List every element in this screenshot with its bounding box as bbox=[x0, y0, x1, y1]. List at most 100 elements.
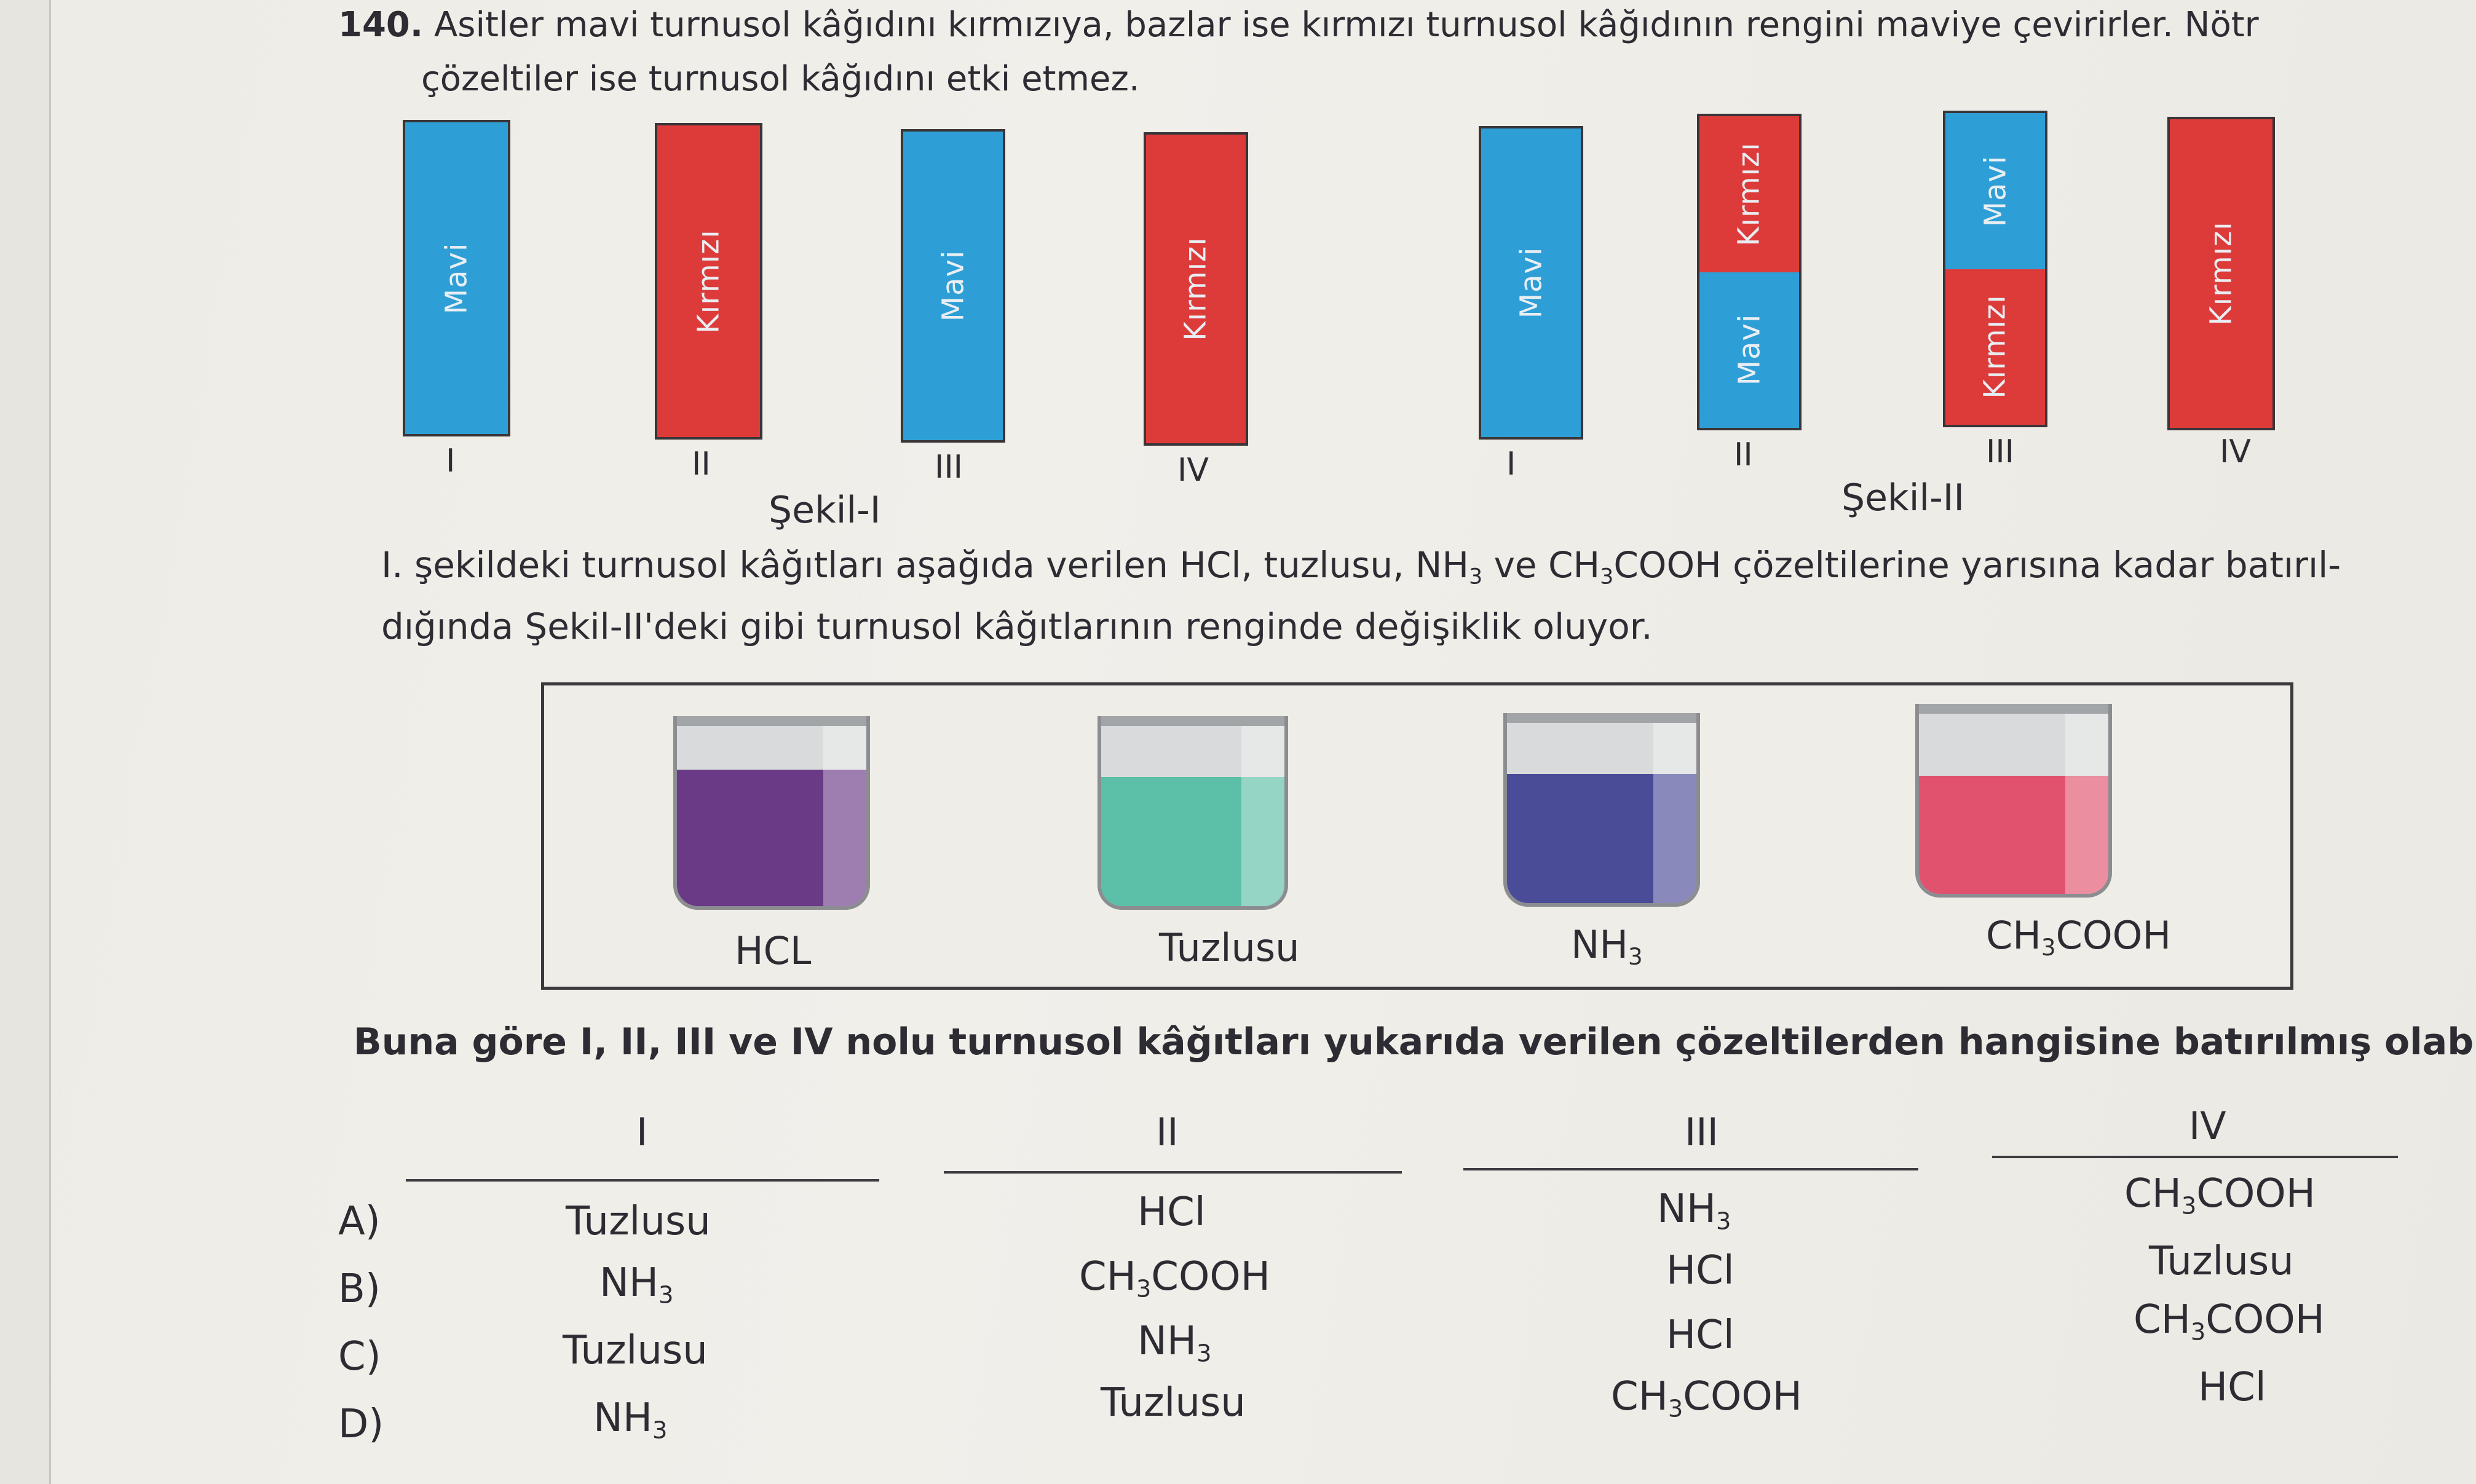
option-d-col1: NH3 bbox=[593, 1395, 667, 1442]
beaker-label: NH3 bbox=[1571, 922, 1643, 971]
fig1-roman-2: II bbox=[692, 446, 711, 483]
fig2-strip-1: Mavi bbox=[1479, 126, 1583, 440]
answer-text: HCl bbox=[1137, 1190, 1206, 1235]
beakers-figure: HCL Tuzlusu NH3 CH3COOH bbox=[541, 682, 2293, 990]
label-text: COOH bbox=[2055, 913, 2172, 958]
subscript: 3 bbox=[1136, 1275, 1152, 1303]
option-d-letter[interactable]: D) bbox=[338, 1402, 384, 1447]
option-c-col3: HCl bbox=[1666, 1312, 1734, 1358]
page-margin-line bbox=[49, 0, 51, 1484]
fig1-strip-1: Mavi bbox=[403, 120, 510, 436]
explanation-line-2: dığında Şekil-II'deki gibi turnusol kâğı… bbox=[381, 606, 1653, 647]
strip-color-label: Kırmızı bbox=[691, 229, 726, 334]
beaker-label: Tuzlusu bbox=[1159, 925, 1299, 970]
question-text-1: Asitler mavi turnusol kâğıdını kırmızıya… bbox=[433, 5, 2259, 45]
strip-color-label: Mavi bbox=[1731, 314, 1766, 386]
option-a-letter[interactable]: A) bbox=[338, 1199, 381, 1244]
beaker-label: HCL bbox=[735, 928, 811, 973]
option-a-col2: HCl bbox=[1137, 1190, 1206, 1235]
option-c-col1: Tuzlusu bbox=[563, 1328, 708, 1373]
fig2-roman-1: I bbox=[1506, 446, 1516, 483]
answer-text: HCl bbox=[2198, 1365, 2266, 1410]
beaker-ch3cooh bbox=[1915, 704, 2112, 898]
option-a-col1: Tuzlusu bbox=[566, 1199, 711, 1244]
beaker-tuzlusu bbox=[1098, 716, 1288, 910]
textbook-page: 140. Asitler mavi turnusol kâğıdını kırm… bbox=[49, 0, 2476, 1484]
label-text: CH bbox=[1986, 913, 2041, 958]
beaker-shine bbox=[1241, 716, 1284, 906]
answer-text: COOH bbox=[1151, 1254, 1270, 1300]
answer-text: NH bbox=[1657, 1186, 1716, 1232]
fig2-roman-2: II bbox=[1734, 436, 1753, 473]
option-d-col2: Tuzlusu bbox=[1101, 1380, 1246, 1426]
subscript: 3 bbox=[1196, 1340, 1212, 1368]
option-a-col4: CH3COOH bbox=[2124, 1171, 2316, 1218]
label-text: HCL bbox=[735, 928, 812, 973]
column-rule bbox=[406, 1179, 879, 1182]
option-b-col3: HCl bbox=[1666, 1248, 1734, 1293]
label-text: NH bbox=[1571, 922, 1628, 967]
strip-segment: Kırmızı bbox=[1146, 135, 1246, 443]
answer-text: CH bbox=[2124, 1171, 2181, 1217]
answer-text: COOH bbox=[2196, 1171, 2316, 1217]
option-b-letter[interactable]: B) bbox=[338, 1266, 381, 1312]
answer-text: HCl bbox=[1666, 1312, 1734, 1358]
strip-segment: Kırmızı bbox=[1699, 116, 1799, 272]
fig2-roman-4: IV bbox=[2220, 433, 2251, 470]
column-rule bbox=[944, 1171, 1402, 1174]
beaker-rim bbox=[677, 716, 866, 726]
strip-segment: Mavi bbox=[1945, 113, 2045, 269]
question-line-2: çözeltiler ise turnusol kâğıdını etki et… bbox=[421, 59, 1140, 99]
column-header-4: IV bbox=[2189, 1103, 2226, 1148]
strip-segment: Kırmızı bbox=[657, 125, 760, 437]
explanation-text: ve CH bbox=[1482, 544, 1600, 586]
figure-2-title: Şekil-II bbox=[1841, 476, 1965, 519]
strip-color-label: Kırmızı bbox=[1179, 237, 1214, 341]
option-b-col4: Tuzlusu bbox=[2149, 1239, 2294, 1284]
option-b-col1: NH3 bbox=[599, 1260, 673, 1307]
fig1-roman-4: IV bbox=[1177, 452, 1209, 489]
strip-segment: Mavi bbox=[1481, 128, 1581, 437]
beaker-liquid bbox=[677, 769, 866, 906]
strip-color-label: Mavi bbox=[439, 242, 474, 314]
option-c-col2: NH3 bbox=[1137, 1319, 1211, 1365]
fig2-strip-3: Mavi Kırmızı bbox=[1943, 111, 2047, 427]
answer-text: Tuzlusu bbox=[563, 1328, 708, 1373]
strip-segment: Mavi bbox=[405, 122, 508, 434]
fig1-strip-2: Kırmızı bbox=[655, 123, 762, 440]
fig1-strip-4: Kırmızı bbox=[1144, 132, 1248, 446]
strip-color-label: Mavi bbox=[935, 250, 970, 322]
question-number: 140. bbox=[338, 5, 424, 45]
subscript: 3 bbox=[2041, 934, 2056, 961]
beaker-rim bbox=[1919, 704, 2108, 714]
column-header-2: II bbox=[1156, 1110, 1179, 1154]
strip-color-label: Kırmızı bbox=[2204, 221, 2239, 326]
explanation-text: I. şekildeki turnusol kâğıtları aşağıda … bbox=[381, 544, 1469, 586]
column-header-1: I bbox=[636, 1110, 648, 1154]
subscript: 3 bbox=[1628, 943, 1643, 971]
subscript: 3 bbox=[1600, 564, 1614, 590]
strip-segment: Mavi bbox=[1699, 272, 1799, 428]
strip-segment: Kırmızı bbox=[1945, 269, 2045, 425]
subscript: 3 bbox=[1667, 1395, 1683, 1423]
label-text: Tuzlusu bbox=[1159, 925, 1300, 970]
answer-text: Tuzlusu bbox=[566, 1199, 711, 1244]
beaker-liquid bbox=[1919, 776, 2108, 894]
beaker-label: CH3COOH bbox=[1986, 913, 2172, 961]
fig2-roman-3: III bbox=[1986, 433, 2015, 470]
option-b-col2: CH3COOH bbox=[1079, 1254, 1270, 1303]
column-rule bbox=[1992, 1156, 2398, 1158]
option-d-col3: CH3COOH bbox=[1611, 1374, 1802, 1421]
strip-segment: Kırmızı bbox=[2170, 119, 2272, 428]
answer-text: CH bbox=[1079, 1254, 1136, 1300]
option-c-letter[interactable]: C) bbox=[338, 1334, 381, 1379]
subscript: 3 bbox=[1716, 1207, 1731, 1236]
answer-text: COOH bbox=[1683, 1374, 1802, 1419]
fig1-roman-1: I bbox=[446, 443, 456, 480]
fig1-strip-3: Mavi bbox=[901, 129, 1005, 443]
answer-text: Tuzlusu bbox=[2149, 1239, 2294, 1284]
fig2-strip-4: Kırmızı bbox=[2167, 117, 2275, 430]
option-c-col4: CH3COOH bbox=[2134, 1297, 2325, 1344]
beaker-shine bbox=[2065, 704, 2108, 894]
option-d-col4: HCl bbox=[2198, 1365, 2266, 1410]
